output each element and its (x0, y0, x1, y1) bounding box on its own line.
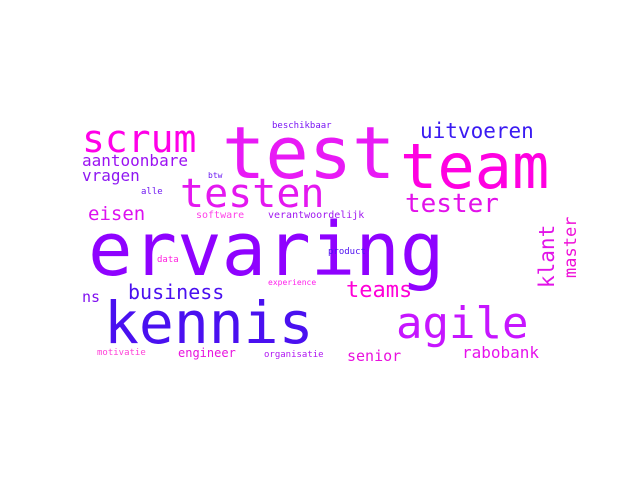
word-aantoonbare: aantoonbare (82, 151, 188, 170)
word-data: data (157, 255, 179, 265)
word-master: master (561, 217, 581, 278)
word-testen: testen (180, 171, 325, 217)
word-eisen: eisen (88, 203, 145, 225)
word-vragen: vragen (82, 166, 140, 185)
word-engineer: engineer (178, 346, 236, 360)
word-team: team (400, 130, 549, 203)
word-test: test (222, 111, 395, 195)
word-business: business (128, 280, 224, 304)
word-uitvoeren: uitvoeren (420, 119, 534, 143)
word-software: software (196, 210, 244, 221)
word-tester: tester (405, 189, 499, 219)
word-scrum: scrum (82, 117, 196, 161)
word-klant: klant (535, 225, 559, 288)
word-senior: senior (347, 347, 401, 365)
word-product: product (328, 247, 366, 257)
word-verantwoordelijk: verantwoordelijk (268, 210, 364, 221)
word-agile: agile (396, 298, 528, 349)
word-rabobank: rabobank (462, 343, 539, 362)
word-beschikbaar: beschikbaar (272, 121, 332, 131)
word-ns: ns (82, 288, 100, 306)
word-teams: teams (346, 278, 412, 303)
word-alle: alle (141, 187, 163, 197)
word-ervaring: ervaring (88, 207, 444, 293)
word-organisatie: organisatie (264, 350, 324, 360)
word-btw: btw (208, 171, 223, 180)
word-motivatie: motivatie (97, 348, 146, 358)
word-kennis: kennis (104, 289, 314, 357)
word-experience: experience (268, 278, 316, 287)
